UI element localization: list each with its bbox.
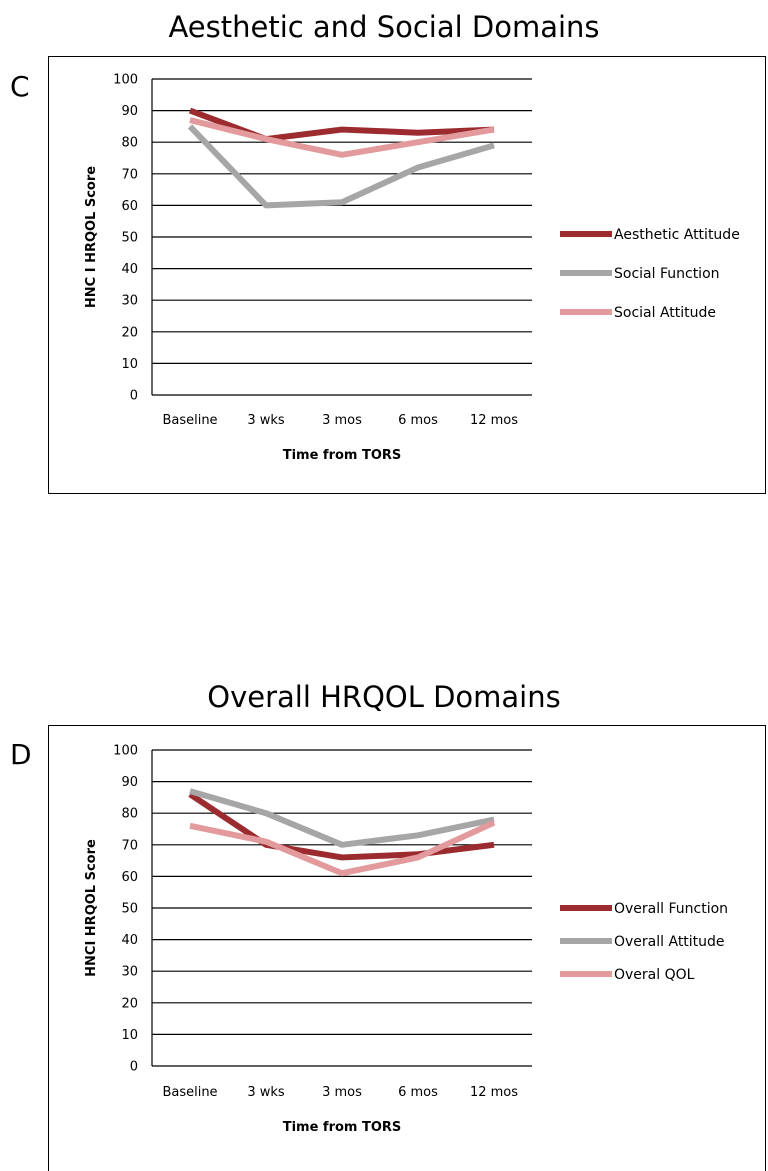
chart-c-panel-letter: C <box>10 70 30 103</box>
chart-c-xtick-label-1: 3 wks <box>247 413 285 428</box>
chart-d-x-axis-title: Time from TORS <box>283 1120 402 1135</box>
chart-d-legend-label-1: Overall Attitude <box>614 934 725 950</box>
chart-c-xtick-label-4: 12 mos <box>470 413 518 428</box>
chart-c-legend-label-0: Aesthetic Attitude <box>614 227 740 243</box>
chart-c-series-line-0 <box>188 107 495 143</box>
chart-d-xtick-label-2: 3 mos <box>322 1085 362 1100</box>
chart-d-ytick-label-40: 40 <box>121 933 138 948</box>
chart-d-ytick-label-80: 80 <box>121 807 138 822</box>
chart-c-ytick-label-40: 40 <box>121 262 138 277</box>
chart-d-ytick-label-30: 30 <box>121 965 138 980</box>
chart-c-legend-label-1: Social Function <box>614 266 720 282</box>
chart-c-ytick-label-80: 80 <box>121 136 138 151</box>
chart-d-xtick-label-3: 6 mos <box>398 1085 438 1100</box>
chart-d-ytick-label-20: 20 <box>121 996 138 1011</box>
chart-c-legend-label-2: Social Attitude <box>614 305 716 321</box>
chart-d-ytick-label-0: 0 <box>130 1060 138 1075</box>
chart-d-legend-label-2: Overal QOL <box>614 967 695 983</box>
chart-c-ytick-label-60: 60 <box>121 199 138 214</box>
chart-d-xtick-label-0: Baseline <box>162 1085 217 1100</box>
chart-d-ytick-label-70: 70 <box>121 838 138 853</box>
chart-c-xtick-label-3: 6 mos <box>398 413 438 428</box>
chart-d-y-axis-title: HNCI HRQOL Score <box>84 839 99 977</box>
chart-d-ytick-label-50: 50 <box>121 902 138 917</box>
chart-c-title: Aesthetic and Social Domains <box>168 10 600 44</box>
chart-c-ytick-label-30: 30 <box>121 294 138 309</box>
chart-d-series-line-1 <box>189 788 495 848</box>
chart-c-ytick-label-70: 70 <box>121 167 138 182</box>
chart-c-ytick-label-20: 20 <box>121 325 138 340</box>
chart-c-frame <box>48 56 766 494</box>
chart-c-ytick-label-100: 100 <box>113 73 138 88</box>
chart-d-ytick-label-60: 60 <box>121 870 138 885</box>
chart-d-title: Overall HRQOL Domains <box>207 680 561 714</box>
chart-c-x-axis-title: Time from TORS <box>283 448 402 463</box>
chart-c-xtick-label-0: Baseline <box>162 413 217 428</box>
chart-c-series-line-1 <box>187 124 495 209</box>
chart-d-series-line-2 <box>189 819 496 877</box>
chart-c-y-axis-title: HNC I HRQOL Score <box>84 166 99 308</box>
chart-d-series-line-0 <box>188 791 495 861</box>
chart-d-legend-label-0: Overall Function <box>614 901 728 917</box>
chart-d-ytick-label-10: 10 <box>121 1028 138 1043</box>
chart-d-frame <box>48 725 766 1171</box>
chart-c-ytick-label-90: 90 <box>121 104 138 119</box>
chart-d-xtick-label-1: 3 wks <box>247 1085 285 1100</box>
chart-c-ytick-label-50: 50 <box>121 231 138 246</box>
chart-c-xtick-label-2: 3 mos <box>322 413 362 428</box>
chart-d-ytick-label-100: 100 <box>113 744 138 759</box>
chart-c-ytick-label-0: 0 <box>130 389 138 404</box>
chart-d-xtick-label-4: 12 mos <box>470 1085 518 1100</box>
chart-d-ytick-label-90: 90 <box>121 775 138 790</box>
chart-d-panel-letter: D <box>10 738 32 771</box>
chart-c-ytick-label-10: 10 <box>121 357 138 372</box>
chart-c-series-line-2 <box>189 117 495 158</box>
